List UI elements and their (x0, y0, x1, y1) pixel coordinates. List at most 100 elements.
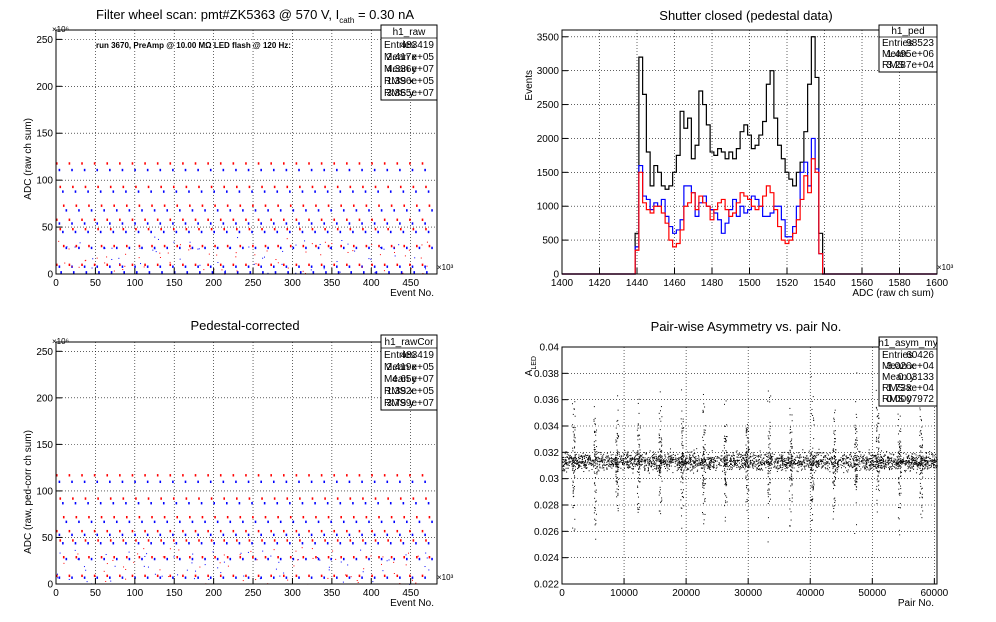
data-point (916, 472, 918, 474)
data-point (769, 432, 771, 434)
data-point (134, 533, 136, 537)
data-point (224, 270, 226, 272)
data-point (606, 457, 608, 459)
data-point (292, 557, 295, 561)
data-point (852, 466, 854, 468)
data-point (90, 246, 93, 250)
data-point (64, 262, 66, 264)
data-point (595, 513, 597, 515)
data-point (878, 459, 880, 461)
data-point (623, 464, 625, 466)
data-point (570, 456, 572, 458)
data-point (134, 265, 136, 268)
data-point (259, 578, 261, 580)
data-point (302, 556, 305, 559)
data-point (645, 459, 647, 461)
data-point (641, 459, 643, 461)
data-point (832, 466, 834, 468)
data-point (701, 458, 703, 460)
data-point (865, 463, 867, 465)
data-point (201, 556, 204, 559)
data-point (865, 459, 867, 461)
data-point (304, 240, 306, 242)
data-point (705, 464, 707, 466)
data-point (245, 574, 247, 578)
data-point (678, 462, 680, 464)
data-point (897, 462, 899, 464)
data-point (698, 458, 700, 460)
data-point (818, 448, 820, 450)
data-point (908, 455, 910, 457)
plot-data (56, 162, 433, 275)
data-point (81, 474, 83, 477)
data-point (635, 452, 637, 454)
data-point (352, 542, 354, 545)
data-point (900, 475, 902, 477)
data-point (596, 465, 598, 467)
data-point (734, 463, 736, 465)
data-point (793, 458, 795, 460)
data-point (617, 452, 619, 454)
data-point (723, 457, 725, 459)
data-point (573, 457, 575, 459)
data-point (919, 431, 921, 433)
data-point (574, 470, 576, 472)
data-point (627, 453, 629, 455)
data-point (565, 459, 567, 461)
data-point (811, 469, 813, 471)
histogram-series-2 (562, 158, 937, 275)
data-point (595, 538, 597, 540)
data-point (810, 376, 812, 378)
data-point (857, 465, 859, 467)
data-point (878, 434, 880, 436)
data-point (418, 209, 421, 212)
data-point (251, 542, 253, 545)
data-point (900, 441, 902, 443)
data-point (899, 440, 901, 442)
data-point (109, 480, 111, 484)
data-point (911, 457, 913, 459)
data-point (681, 437, 683, 439)
data-point (915, 461, 917, 463)
data-point (587, 460, 589, 462)
data-point (752, 452, 754, 454)
data-point (917, 464, 919, 466)
data-point (730, 462, 732, 464)
data-point (934, 465, 936, 467)
data-point (760, 467, 762, 469)
data-point (799, 463, 801, 465)
data-point (745, 451, 747, 453)
data-point (68, 578, 70, 580)
data-point (747, 461, 749, 463)
data-point (924, 461, 926, 463)
data-point (156, 218, 159, 221)
data-point (854, 444, 856, 446)
data-point (871, 459, 873, 461)
data-point (279, 520, 282, 524)
data-point (169, 529, 172, 533)
data-point (220, 572, 222, 574)
data-point (789, 525, 791, 527)
data-point (691, 460, 693, 462)
data-point (899, 507, 901, 509)
data-point (888, 467, 890, 469)
data-point (767, 484, 769, 486)
data-point (583, 461, 585, 463)
data-point (150, 502, 152, 505)
data-point (840, 459, 842, 461)
data-point (572, 458, 574, 460)
data-point (106, 263, 109, 267)
data-point (812, 487, 814, 489)
data-point (109, 539, 112, 542)
data-point (811, 484, 813, 486)
data-point (778, 460, 780, 462)
data-point (657, 459, 659, 461)
data-point (648, 468, 650, 470)
data-point (276, 502, 279, 505)
data-point (664, 454, 666, 456)
data-point (396, 529, 399, 533)
data-point (752, 454, 754, 456)
data-point (725, 440, 727, 442)
data-point (628, 461, 630, 463)
data-point (272, 480, 275, 484)
